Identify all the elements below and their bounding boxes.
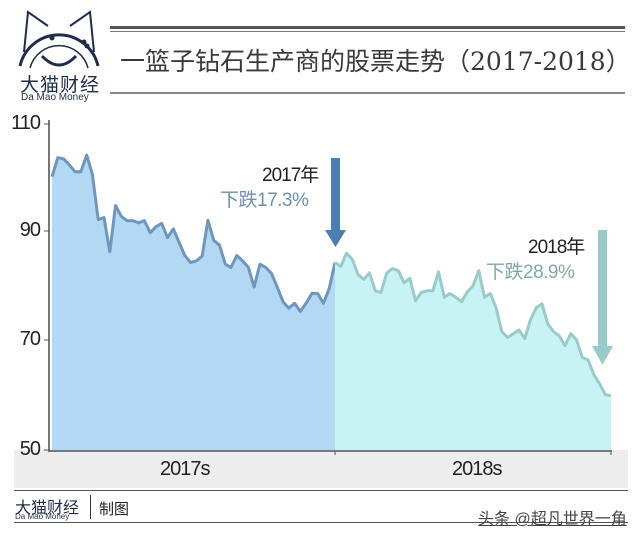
annotation-2017-year: 2017年 [262, 165, 319, 186]
annotation-2017-change: 下跌17.3% [220, 190, 309, 211]
y-tick-70: 70 [19, 328, 41, 350]
area-2017s [52, 155, 335, 450]
title-rule-top [110, 26, 625, 29]
y-tick-110: 110 [11, 112, 41, 134]
down-arrow-2017-icon [325, 158, 346, 247]
line-2017s [50, 153, 337, 313]
cat-face-logo-icon [18, 10, 100, 69]
brand-name-cn: 大猫财经 [20, 74, 101, 96]
footer-separator [90, 495, 91, 519]
footer-brand-en: Da Mao Money [15, 512, 70, 521]
chart-title: 一篮子钻石生产商的股票走势（2017-2018） [120, 47, 631, 76]
down-arrow-2018-icon [592, 230, 613, 365]
brand-name-en: Da Mao Money [21, 92, 89, 103]
area-2018s [335, 253, 611, 450]
title-rule-bottom [110, 92, 625, 94]
footer-rule-bottom [14, 522, 628, 523]
footer-brand-cn: 大猫财经 [15, 498, 80, 517]
footer-made-by: 制图 [99, 501, 130, 518]
annotation-2018-change: 下跌28.9% [486, 262, 575, 283]
y-tick-50: 50 [19, 438, 41, 460]
y-tick-90: 90 [19, 219, 41, 241]
annotation-2018-year: 2018年 [528, 237, 585, 258]
x-label-2018: 2018s [452, 458, 502, 480]
x-label-2017: 2017s [160, 458, 210, 480]
line-2018s [334, 251, 612, 398]
footer-rule-top [14, 490, 628, 491]
x-axis-band [14, 450, 628, 488]
watermark: 头条 @超凡世界一角 [478, 511, 627, 528]
title-rule-top-thin [110, 31, 625, 32]
